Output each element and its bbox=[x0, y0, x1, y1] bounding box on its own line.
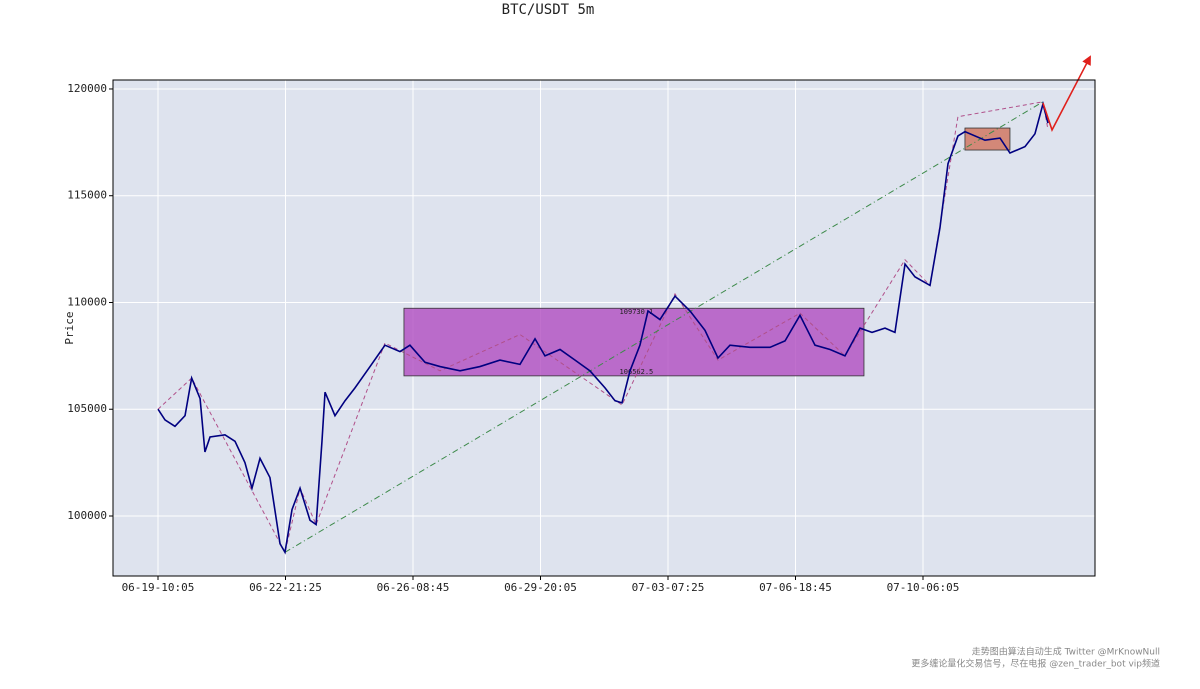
box-label: 106562.5 bbox=[620, 368, 654, 376]
pivot-box bbox=[403, 307, 865, 377]
box-label: 109730.1 bbox=[620, 308, 654, 316]
y-tick-label: 105000 bbox=[67, 402, 107, 415]
pivot-box bbox=[964, 127, 1011, 151]
footer: 更多缠论量化交易信号，尽在电报 @zen_trader_bot vip频道 bbox=[911, 658, 1160, 670]
stroke-line bbox=[284, 101, 1044, 553]
x-tick-label: 06-19-10:05 bbox=[122, 581, 195, 594]
footer: 走势图由算法自动生成 Twitter @MrKnowNull bbox=[972, 646, 1160, 658]
x-tick-label: 06-26-08:45 bbox=[377, 581, 450, 594]
x-tick-label: 07-03-07:25 bbox=[632, 581, 705, 594]
y-tick-label: 100000 bbox=[67, 509, 107, 522]
x-tick-label: 06-22-21:25 bbox=[249, 581, 322, 594]
y-tick-label: 120000 bbox=[67, 82, 107, 95]
chart-title: BTC/USDT 5m bbox=[502, 2, 595, 18]
price-line bbox=[157, 100, 1049, 555]
y-tick-label: 110000 bbox=[67, 295, 107, 308]
x-tick-label: 06-29-20:05 bbox=[504, 581, 577, 594]
prediction-arrow bbox=[1042, 55, 1091, 133]
y-tick-label: 115000 bbox=[67, 189, 107, 202]
plot-frame bbox=[112, 79, 1096, 577]
y-axis-label: Price bbox=[63, 311, 76, 344]
x-tick-label: 07-06-18:45 bbox=[759, 581, 832, 594]
x-tick-label: 07-10-06:05 bbox=[887, 581, 960, 594]
